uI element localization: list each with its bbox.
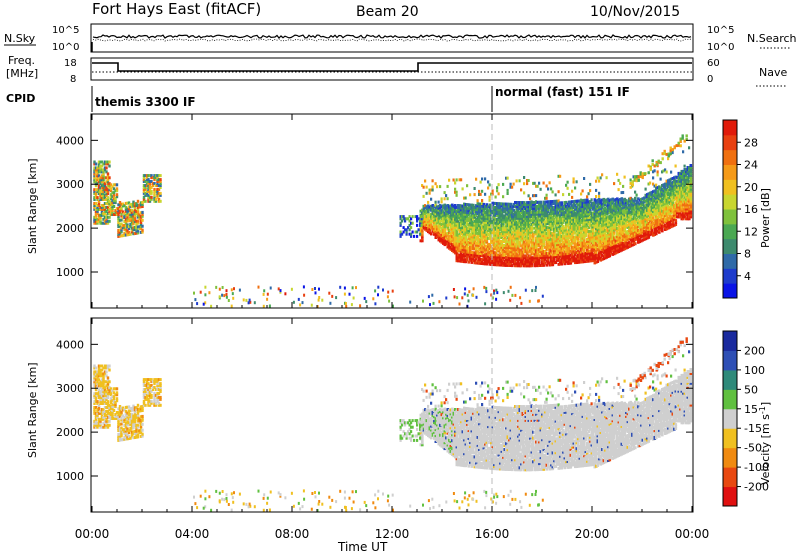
colorbar-tick: 15 xyxy=(744,403,758,416)
power-colorbar-label: Power [dB] xyxy=(759,188,772,248)
colorbar-segment xyxy=(723,134,737,151)
nsky-left-tick-hi: 10^5 xyxy=(52,25,79,36)
colorbar-segment xyxy=(723,389,737,410)
colorbar-tick: -200 xyxy=(744,481,769,494)
freq-left-tick-hi: 18 xyxy=(64,58,77,69)
colorbar-segment xyxy=(723,120,737,136)
y-tick-label: 1000 xyxy=(56,266,84,279)
colorbar-segment xyxy=(723,223,737,240)
velocity-y-axis: 1000 2000 3000 4000 xyxy=(56,338,693,483)
cpid-row: CPID themis 3300 IF normal (fast) 151 IF xyxy=(6,85,630,112)
y-tick-label: 2000 xyxy=(56,222,84,235)
colorbar-segment xyxy=(723,369,737,390)
x-tick-label: 00:00 xyxy=(675,527,710,541)
x-axis-label: Time UT xyxy=(337,540,388,554)
colorbar-tick: -100 xyxy=(744,461,769,474)
x-tick-label: 04:00 xyxy=(175,527,210,541)
x-tick-label: 12:00 xyxy=(375,527,410,541)
nave-right-tick-lo: 0 xyxy=(707,74,713,85)
colorbar-segment xyxy=(723,149,737,165)
x-tick-label: 20:00 xyxy=(575,527,610,541)
nsky-left-tick-lo: 10^0 xyxy=(52,42,79,53)
power-data-cells xyxy=(93,134,693,309)
colorbar-tick: -50 xyxy=(744,442,762,455)
colorbar-segment xyxy=(723,253,737,269)
colorbar-segment xyxy=(723,194,737,210)
power-y-axis: 1000 2000 3000 4000 xyxy=(56,134,693,279)
power-ylabel: Slant Range [km] xyxy=(26,158,39,254)
nave-right-tick-hi: 60 xyxy=(707,58,720,69)
colorbar-tick: 16 xyxy=(744,203,758,216)
colorbar-segment xyxy=(723,428,737,449)
colorbar-tick: 20 xyxy=(744,181,758,194)
freq-left-tick-lo: 8 xyxy=(70,74,76,85)
cpid-segment-2: normal (fast) 151 IF xyxy=(495,85,630,99)
velocity-colorbar-label: Velocity [m s-1] xyxy=(758,402,773,485)
cpid-label: CPID xyxy=(6,92,35,105)
nsky-panel: N.Sky 10^5 10^0 10^5 10^0 N.Search xyxy=(4,23,797,53)
nsearch-label: N.Search xyxy=(747,32,797,45)
velocity-panel: 1000 2000 3000 4000 Slant Range [km] xyxy=(26,317,694,513)
freq-trace xyxy=(92,62,692,72)
time-x-axis: 00:00 04:00 08:00 12:00 16:00 20:00 00:00 xyxy=(75,114,710,541)
date-title: 10/Nov/2015 xyxy=(590,4,680,20)
colorbar-segment xyxy=(723,408,737,429)
nsky-label: N.Sky xyxy=(4,32,36,45)
colorbar-segment xyxy=(723,486,737,507)
colorbar-tick: 50 xyxy=(744,383,758,396)
colorbar-tick: 28 xyxy=(744,136,758,149)
colorbar-segment xyxy=(723,331,737,351)
colorbar-tick: 12 xyxy=(744,225,758,238)
colorbar-tick: 200 xyxy=(744,344,765,357)
velocity-colorbar: 200 100 50 15 -15 -50 -100 -200 Velocity [m s-1… xyxy=(722,330,773,507)
y-tick-label: 3000 xyxy=(56,382,84,395)
colorbar-tick: -15 xyxy=(744,422,762,435)
colorbar-segment xyxy=(723,238,737,254)
y-tick-label: 3000 xyxy=(56,178,84,191)
freq-panel: Freq. [MHz] 18 8 60 0 Nave xyxy=(6,54,787,87)
y-tick-label: 4000 xyxy=(56,338,84,351)
beam-title: Beam 20 xyxy=(356,4,419,20)
colorbar-segment xyxy=(723,447,737,468)
y-tick-label: 4000 xyxy=(56,134,84,147)
colorbar-segment xyxy=(723,350,737,371)
nsky-trace xyxy=(91,34,692,52)
y-tick-label: 1000 xyxy=(56,470,84,483)
y-tick-label: 2000 xyxy=(56,426,84,439)
colorbar-segment xyxy=(723,283,737,299)
station-title: Fort Hays East (fitACF) xyxy=(92,0,261,18)
x-tick-label: 16:00 xyxy=(475,527,510,541)
cpid-segment-1: themis 3300 IF xyxy=(95,95,196,109)
freq-unit: [MHz] xyxy=(6,67,38,80)
nsky-right-tick-hi: 10^5 xyxy=(707,25,734,36)
nave-label: Nave xyxy=(759,66,787,79)
x-tick-label: 08:00 xyxy=(275,527,310,541)
colorbar-tick: 24 xyxy=(744,159,758,172)
velocity-ylabel: Slant Range [km] xyxy=(26,362,39,458)
x-tick-label: 00:00 xyxy=(75,527,110,541)
colorbar-segment xyxy=(723,209,737,225)
colorbar-tick: 4 xyxy=(744,270,751,283)
velocity-data-cells xyxy=(93,337,693,513)
power-panel: 1000 2000 3000 4000 Slant Range [km] xyxy=(26,113,694,309)
nsky-right-tick-lo: 10^0 xyxy=(707,42,734,53)
freq-label: Freq. xyxy=(8,54,35,67)
colorbar-tick: 100 xyxy=(744,364,765,377)
colorbar-segment xyxy=(723,164,737,180)
colorbar-tick: 8 xyxy=(744,248,751,261)
colorbar-segment xyxy=(723,268,737,284)
colorbar-segment xyxy=(723,467,737,488)
colorbar-segment xyxy=(723,179,737,195)
power-colorbar: 4 8 12 16 20 24 28 Power [dB] xyxy=(722,119,772,299)
